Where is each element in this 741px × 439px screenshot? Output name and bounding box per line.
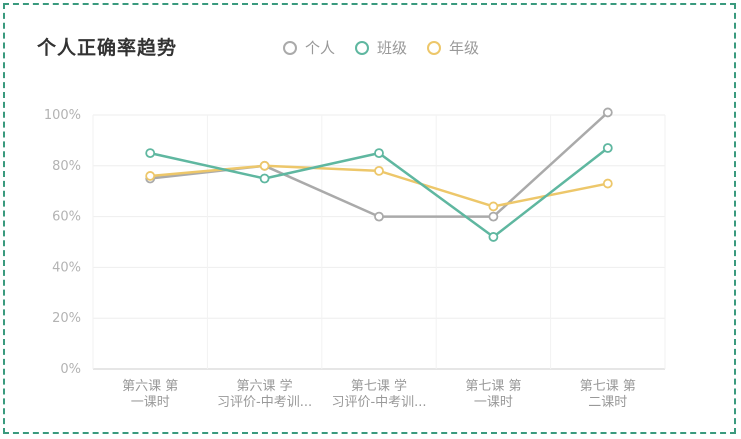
legend-marker-grade	[427, 40, 442, 55]
legend-label-grade: 年级	[449, 39, 480, 57]
legend-item-personal[interactable]: 个人	[283, 37, 335, 58]
x-tick-label: 习评价-中考训...	[217, 395, 312, 410]
data-point-2-2	[374, 165, 384, 176]
y-tick-label: 80%	[52, 159, 81, 174]
data-point-1-2	[374, 148, 384, 159]
y-tick-label: 100%	[44, 108, 81, 123]
x-tick-label: 第六课 学	[237, 378, 293, 394]
x-tick-label: 第七课 学	[351, 378, 407, 394]
chart-card	[3, 3, 736, 434]
x-tick-label: 第七课 第	[465, 379, 521, 394]
data-point-2-1	[259, 160, 270, 171]
data-point-1-0	[145, 148, 156, 159]
legend-label-class: 班级	[377, 39, 408, 57]
x-tick-label: 二课时	[588, 395, 627, 410]
data-point-0-4	[602, 107, 613, 118]
data-point-0-2	[374, 211, 384, 222]
legend-item-grade[interactable]: 年级	[427, 37, 479, 58]
x-tick-label: 一课时	[474, 395, 513, 410]
data-point-2-3	[488, 201, 499, 212]
legend-marker-class	[355, 40, 370, 55]
x-tick-label: 第七课 第	[580, 379, 636, 394]
data-point-1-4	[602, 143, 613, 153]
legend-marker-personal	[283, 40, 297, 55]
series-line-1	[149, 147, 609, 239]
chart-title: 个人正确率趋势	[37, 37, 178, 59]
x-tick-label: 习评价-中考训...	[331, 395, 426, 410]
data-point-2-0	[145, 171, 156, 181]
data-point-0-3	[488, 211, 499, 222]
data-point-1-1	[259, 173, 270, 184]
y-tick-label: 20%	[52, 311, 81, 326]
legend-item-class[interactable]: 班级	[355, 37, 407, 58]
x-tick-label: 第六课 第	[122, 379, 178, 394]
y-tick-label: 0%	[60, 362, 81, 377]
y-tick-label: 60%	[52, 210, 81, 225]
data-point-1-3	[488, 232, 499, 242]
legend: 个人 班级 年级	[283, 37, 479, 58]
x-tick-label: 一课时	[131, 395, 170, 410]
y-tick-label: 40%	[52, 260, 81, 275]
legend-label-personal: 个人	[305, 39, 336, 57]
data-point-2-4	[602, 178, 613, 189]
